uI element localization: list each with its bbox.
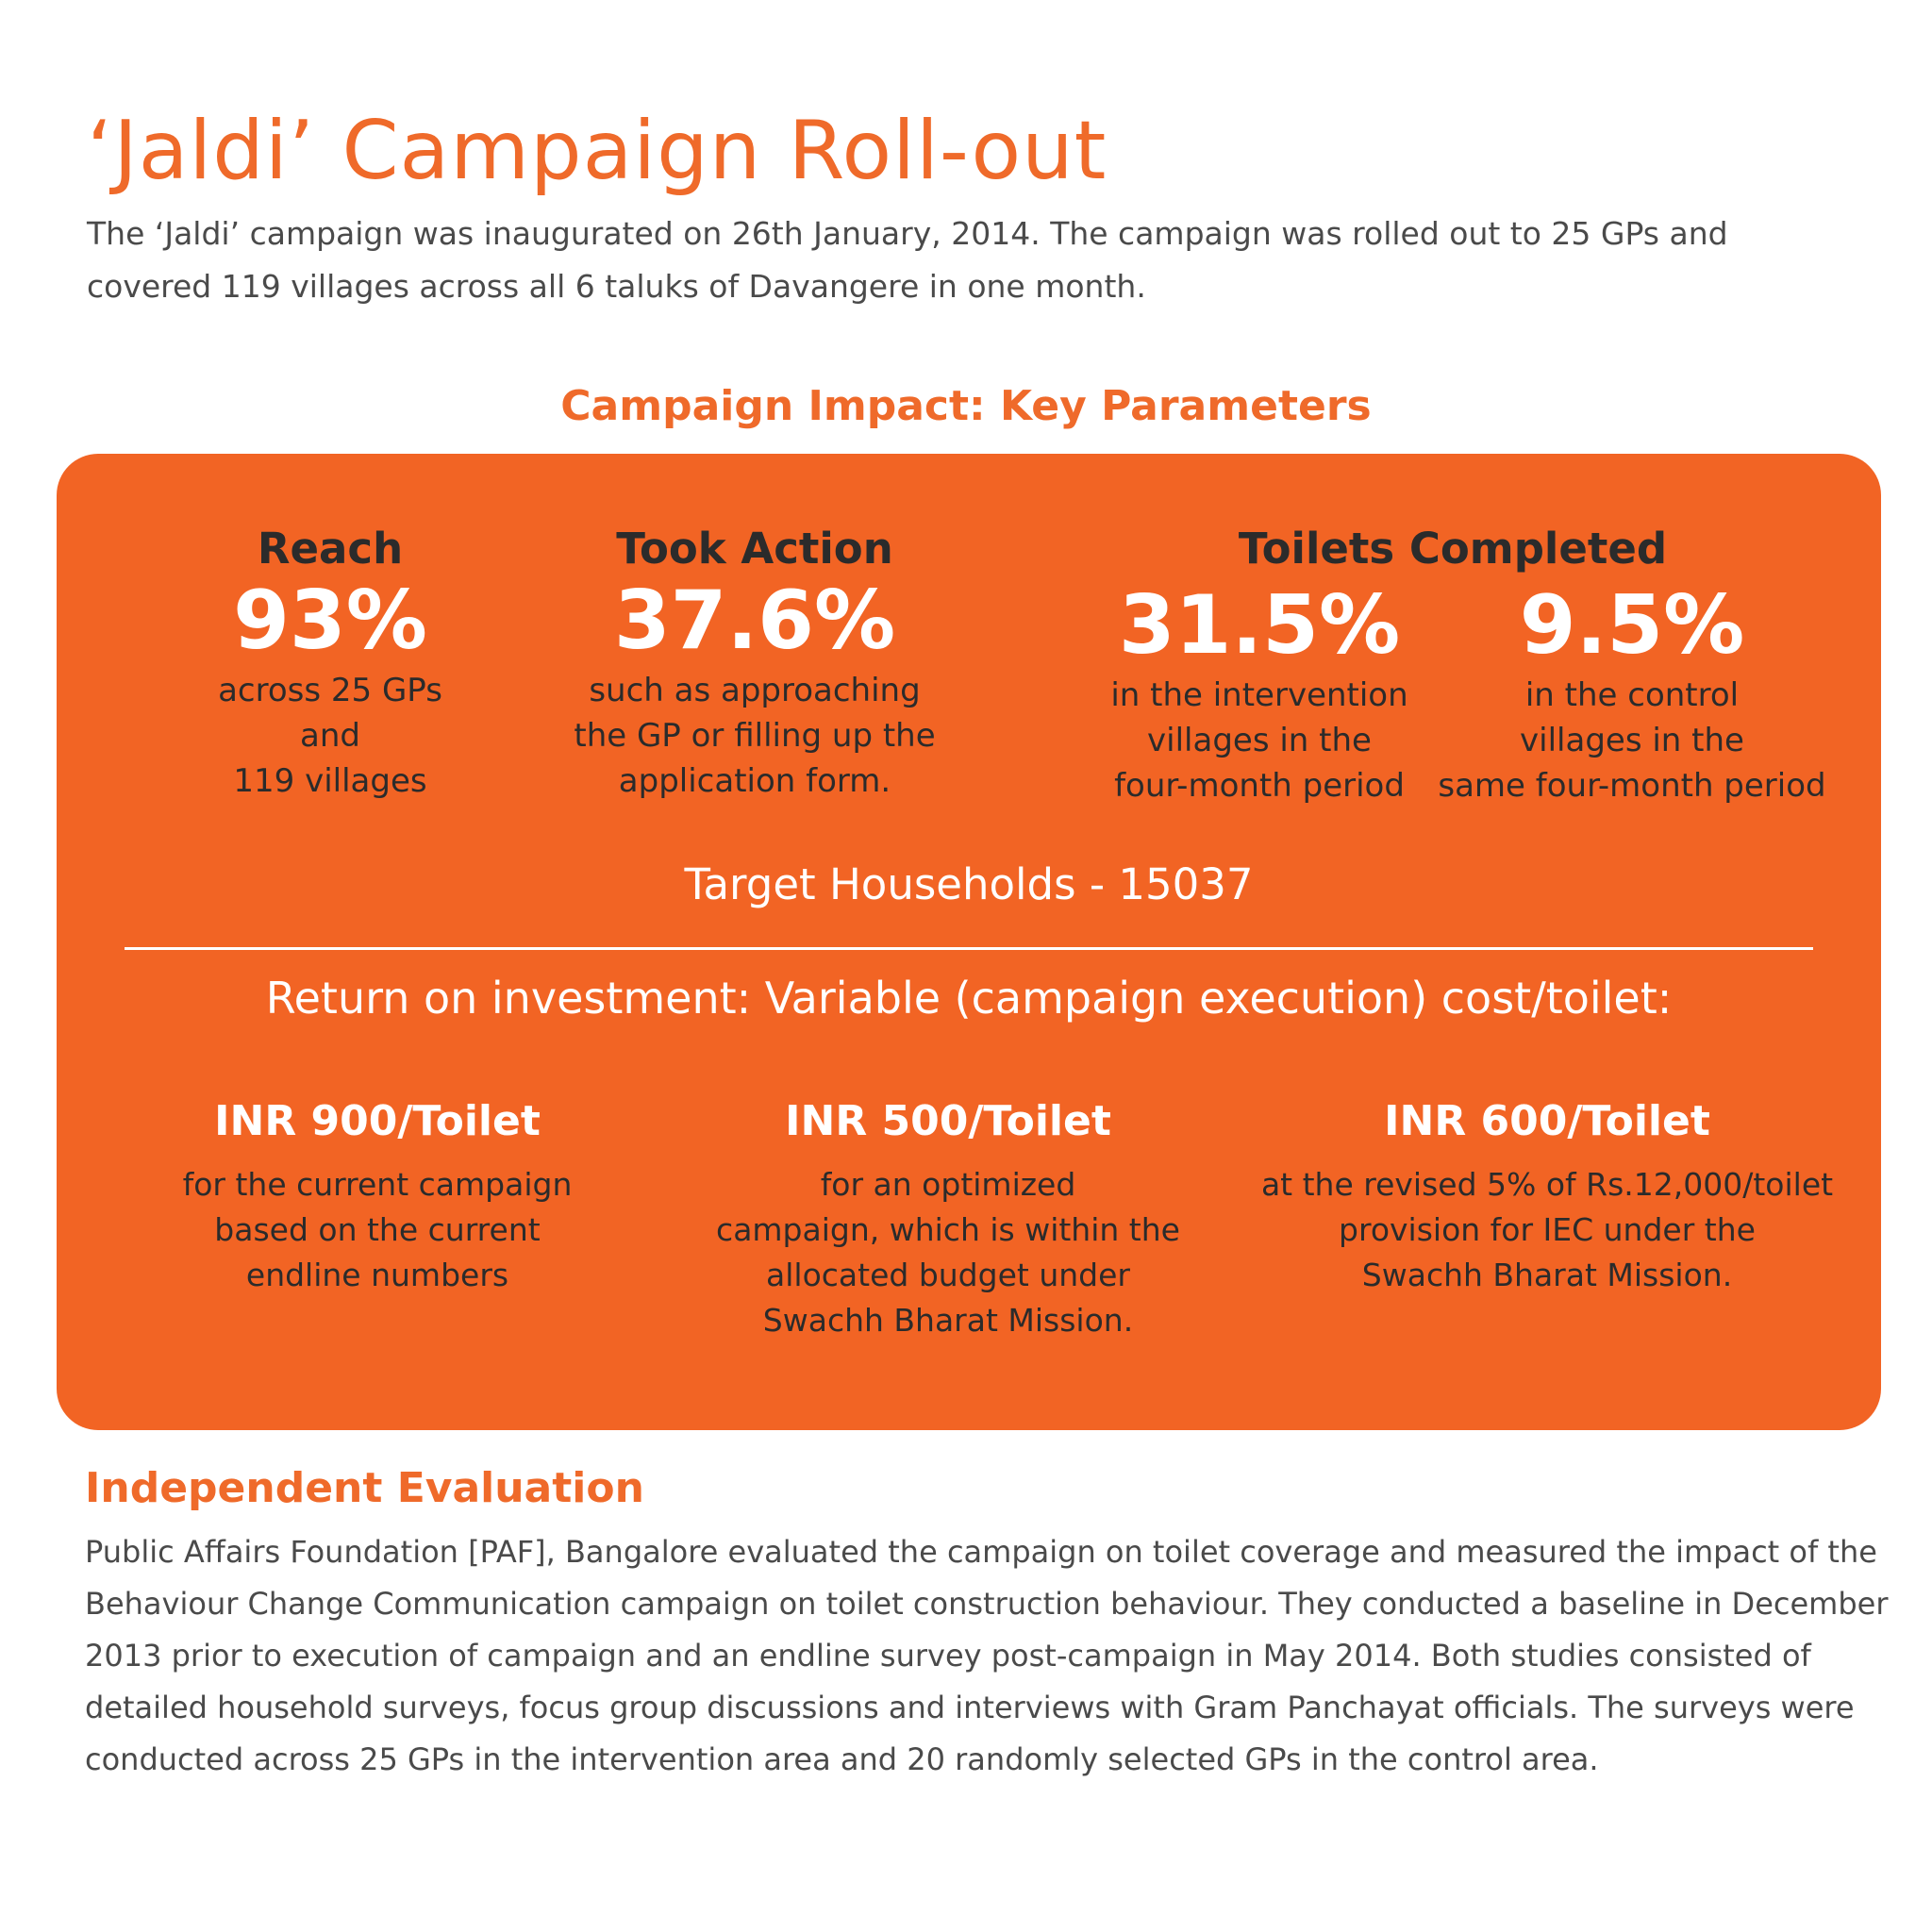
cost-label: INR 600/Toilet (1384, 1097, 1710, 1145)
reach-value: 93% (233, 574, 427, 668)
cost-desc-line: Swachh Bharat Mission. (1361, 1257, 1733, 1293)
toilets-control-column: 9.5% in the control villages in the same… (1377, 578, 1887, 808)
intervention-desc-line: in the intervention (1110, 676, 1408, 714)
cost-desc-line: Swachh Bharat Mission. (762, 1302, 1134, 1339)
control-desc-line: same four-month period (1438, 767, 1826, 805)
reach-desc-line: across 25 GPs (218, 672, 442, 709)
toilets-intervention-desc: in the intervention villages in the four… (1057, 673, 1462, 808)
cost-desc-line: for an optimized (820, 1166, 1076, 1203)
toilets-completed-label: Toilets Completed (1238, 524, 1668, 574)
toilets-control-value: 9.5% (1519, 578, 1745, 673)
took-action-column: Took Action 37.6% such as approaching th… (500, 524, 1009, 804)
reach-desc-line: 119 villages (233, 762, 427, 800)
cost-desc-line: endline numbers (245, 1257, 509, 1293)
took-action-label: Took Action (616, 524, 893, 574)
reach-desc: across 25 GPs and 119 villages (151, 668, 509, 804)
control-desc-line: in the control (1524, 676, 1740, 714)
cost-desc-line: allocated budget under (766, 1257, 1130, 1293)
impact-subtitle: Campaign Impact: Key Parameters (560, 382, 1372, 430)
impact-panel: Reach 93% across 25 GPs and 119 villages… (57, 454, 1881, 1430)
took-action-desc: such as approaching the GP or filling up… (500, 668, 1009, 804)
cost-label: INR 500/Toilet (785, 1097, 1111, 1145)
cost-desc-line: provision for IEC under the (1339, 1211, 1756, 1248)
cost-desc-line: for the current campaign (182, 1166, 573, 1203)
toilets-intervention-value: 31.5% (1118, 578, 1401, 673)
cost-desc-line: based on the current (214, 1211, 541, 1248)
took-action-desc-line: application form. (618, 762, 891, 800)
cost-column-600: INR 600/Toilet at the revised 5% of Rs.1… (1236, 1097, 1858, 1298)
evaluation-paragraph: Public Affairs Foundation [PAF], Bangalo… (85, 1534, 1889, 1777)
divider-line (125, 947, 1813, 950)
took-action-desc-line: such as approaching (589, 672, 921, 709)
cost-desc-line: campaign, which is within the (716, 1211, 1180, 1248)
reach-column: Reach 93% across 25 GPs and 119 villages (151, 524, 509, 804)
cost-desc: for the current campaign based on the cu… (94, 1162, 660, 1298)
intervention-desc-line: four-month period (1114, 767, 1405, 805)
cost-column-500: INR 500/Toilet for an optimized campaign… (641, 1097, 1255, 1343)
evaluation-title: Independent Evaluation (85, 1464, 644, 1512)
took-action-value: 37.6% (613, 574, 896, 668)
page-title: ‘Jaldi’ Campaign Roll-out (87, 104, 1108, 198)
reach-label: Reach (257, 524, 404, 574)
cost-desc: for an optimized campaign, which is with… (641, 1162, 1255, 1343)
toilets-control-desc: in the control villages in the same four… (1377, 673, 1887, 808)
cost-column-900: INR 900/Toilet for the current campaign … (94, 1097, 660, 1298)
roi-title: Return on investment: Variable (campaign… (265, 973, 1673, 1024)
reach-desc-line: and (300, 717, 360, 755)
cost-desc-line: at the revised 5% of Rs.12,000/toilet (1260, 1166, 1834, 1203)
control-desc-line: villages in the (1520, 722, 1744, 759)
intervention-desc-line: villages in the (1147, 722, 1372, 759)
target-households: Target Households - 15037 (684, 859, 1254, 909)
took-action-desc-line: the GP or filling up the (574, 717, 936, 755)
cost-desc: at the revised 5% of Rs.12,000/toilet pr… (1236, 1162, 1858, 1298)
toilets-intervention-column: 31.5% in the intervention villages in th… (1057, 578, 1462, 808)
cost-label: INR 900/Toilet (214, 1097, 541, 1145)
intro-paragraph: The ‘Jaldi’ campaign was inaugurated on … (87, 215, 1728, 305)
